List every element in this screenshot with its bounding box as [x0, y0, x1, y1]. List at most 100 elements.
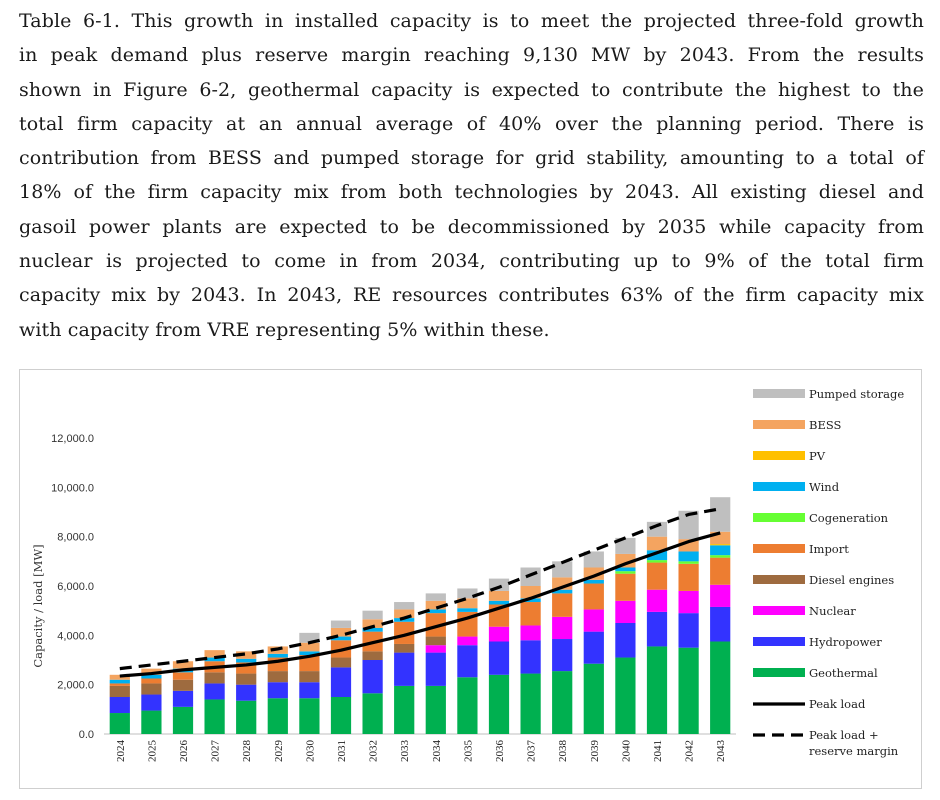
bar-segment	[678, 647, 699, 734]
bar-segment	[236, 658, 257, 663]
legend-swatch	[753, 513, 805, 522]
legend-label: Geothermal	[809, 666, 878, 680]
legend-label: BESS	[809, 418, 842, 432]
bar-segment	[236, 700, 257, 734]
document-paragraph: Table 6-1. This growth in installed capa…	[19, 4, 924, 347]
paragraph-line: in peak demand plus reserve margin reach…	[19, 44, 924, 67]
bar-segment	[204, 699, 225, 734]
peak-load-line	[119, 531, 721, 678]
bar-segment	[267, 682, 288, 699]
bar-segment	[204, 683, 225, 700]
bar-segment	[710, 555, 731, 558]
y-tick-label: 10,000.0	[51, 482, 94, 494]
bar-segment	[109, 683, 130, 686]
x-tick-label: 2031	[336, 740, 348, 762]
legend-label: Import	[809, 542, 849, 556]
bar-segment	[299, 642, 320, 652]
paragraph-line: capacity mix by 2043. In 2043, RE resour…	[19, 284, 924, 307]
bar-segment	[141, 668, 162, 675]
bar-segment	[330, 636, 352, 641]
bar-segment	[646, 562, 668, 590]
bar-segment	[646, 550, 668, 561]
bar-segment	[457, 677, 478, 734]
bar-segment	[488, 590, 510, 601]
bar-segment	[394, 643, 415, 653]
bar-segment	[552, 639, 573, 672]
x-tick-label: 2027	[210, 740, 222, 763]
bar-segment	[552, 593, 573, 617]
reserve-margin-line	[119, 507, 721, 671]
bar-segment	[172, 706, 194, 734]
x-tick-label: 2025	[146, 740, 158, 763]
y-axis-title: Capacity / load [MW]	[31, 544, 45, 667]
x-tick-label: 2030	[304, 740, 316, 763]
bar-segment	[425, 609, 446, 614]
bar-segment	[299, 632, 320, 643]
y-tick-label: 4,000.0	[57, 630, 94, 642]
legend-label: Nuclear	[809, 604, 856, 618]
bar-segment	[299, 698, 320, 734]
paragraph-line: with capacity from VRE representing 5% w…	[19, 318, 550, 341]
legend-swatch	[753, 482, 805, 491]
legend-swatch	[753, 668, 805, 677]
bar-segment	[583, 579, 604, 584]
bar-segment	[646, 646, 668, 734]
bar-segment	[678, 561, 699, 564]
bar-segment	[236, 684, 257, 701]
bar-segment	[204, 657, 225, 662]
bar-segment	[425, 613, 446, 637]
bar-segment	[646, 560, 668, 563]
bar-segment	[520, 567, 541, 586]
bar-segment	[678, 613, 699, 648]
y-tick-label: 2,000.0	[57, 680, 94, 692]
bar-segment	[267, 698, 288, 734]
bar-segment	[267, 671, 288, 683]
bar-segment	[394, 618, 415, 622]
paragraph-line: 18% of the firm capacity mix from both t…	[19, 181, 924, 204]
legend-label: Wind	[809, 480, 840, 494]
legend-label: Diesel engines	[809, 573, 894, 587]
bar-segment	[552, 616, 573, 640]
bar-segment	[394, 602, 415, 610]
bar-segment	[204, 650, 225, 658]
bar-segment	[394, 621, 415, 644]
bar-segment	[362, 693, 383, 734]
bar-segment	[425, 593, 446, 601]
x-tick-label: 2036	[494, 740, 506, 763]
bar-segment	[646, 521, 668, 537]
bar-segment	[710, 557, 731, 585]
y-tick-label: 6,000.0	[57, 581, 94, 593]
bar-segment	[362, 651, 383, 660]
bar-segment	[457, 636, 478, 646]
bar-segment	[615, 657, 636, 734]
bar-segment	[425, 652, 446, 686]
bar-segment	[330, 667, 352, 697]
legend-swatch	[753, 544, 805, 553]
x-tick-label: 2037	[526, 740, 538, 763]
bar-segment	[678, 590, 699, 614]
bar-segment	[552, 561, 573, 578]
x-tick-label: 2026	[178, 740, 190, 763]
bar-segment	[615, 573, 636, 601]
bar-segment	[615, 623, 636, 658]
legend-label: Pumped storage	[809, 387, 904, 401]
x-tick-label: 2043	[715, 740, 727, 763]
x-tick-label: 2041	[652, 740, 664, 762]
bar-segment	[330, 620, 352, 628]
legend-swatch	[753, 637, 805, 646]
x-tick-label: 2028	[241, 740, 253, 763]
bar-segment	[583, 663, 604, 734]
legend-swatch	[753, 606, 805, 615]
legend-swatch	[753, 451, 805, 460]
bar-segment	[109, 674, 130, 680]
x-tick-label: 2029	[273, 740, 285, 763]
bar-segment	[488, 641, 510, 675]
bar-segment	[710, 641, 731, 734]
bar-segment	[583, 583, 604, 610]
bar-segment	[141, 710, 162, 734]
legend-label: Peak load +	[809, 728, 879, 742]
bar-segment	[141, 683, 162, 695]
bar-segment	[299, 682, 320, 699]
bar-segment	[678, 510, 699, 540]
bar-segment	[172, 672, 194, 680]
